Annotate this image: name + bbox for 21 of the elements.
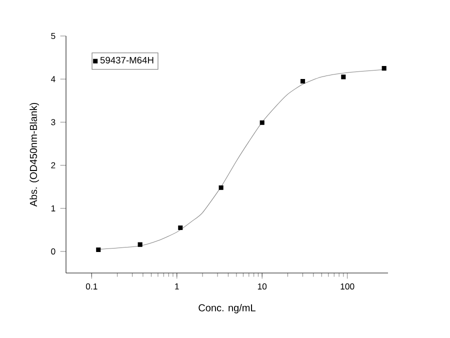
y-tick-label: 0 (51, 248, 56, 255)
y-tick-label: 3 (51, 119, 56, 126)
x-tick-label: 10 (258, 283, 267, 290)
y-axis-title: Abs. (OD450nm-Blank) (30, 102, 39, 207)
point (260, 120, 264, 125)
point (300, 78, 306, 84)
x-axis-title: Conc. ng/mL (198, 304, 256, 314)
point (178, 225, 183, 230)
y-tick-label: 2 (51, 162, 56, 168)
point (382, 66, 386, 71)
point (96, 247, 101, 252)
y-tick-label: 1 (51, 205, 56, 212)
y-tick-label: 4 (51, 76, 56, 82)
point (218, 185, 224, 190)
point (341, 74, 346, 80)
y-tick-label: 5 (51, 32, 56, 40)
x-tick-label: 1 (175, 283, 179, 290)
point (138, 242, 142, 247)
legend-label: 59437-M64H (100, 56, 154, 64)
x-tick-label: 0.1 (86, 283, 98, 290)
x-tick-label: 100 (340, 283, 354, 290)
